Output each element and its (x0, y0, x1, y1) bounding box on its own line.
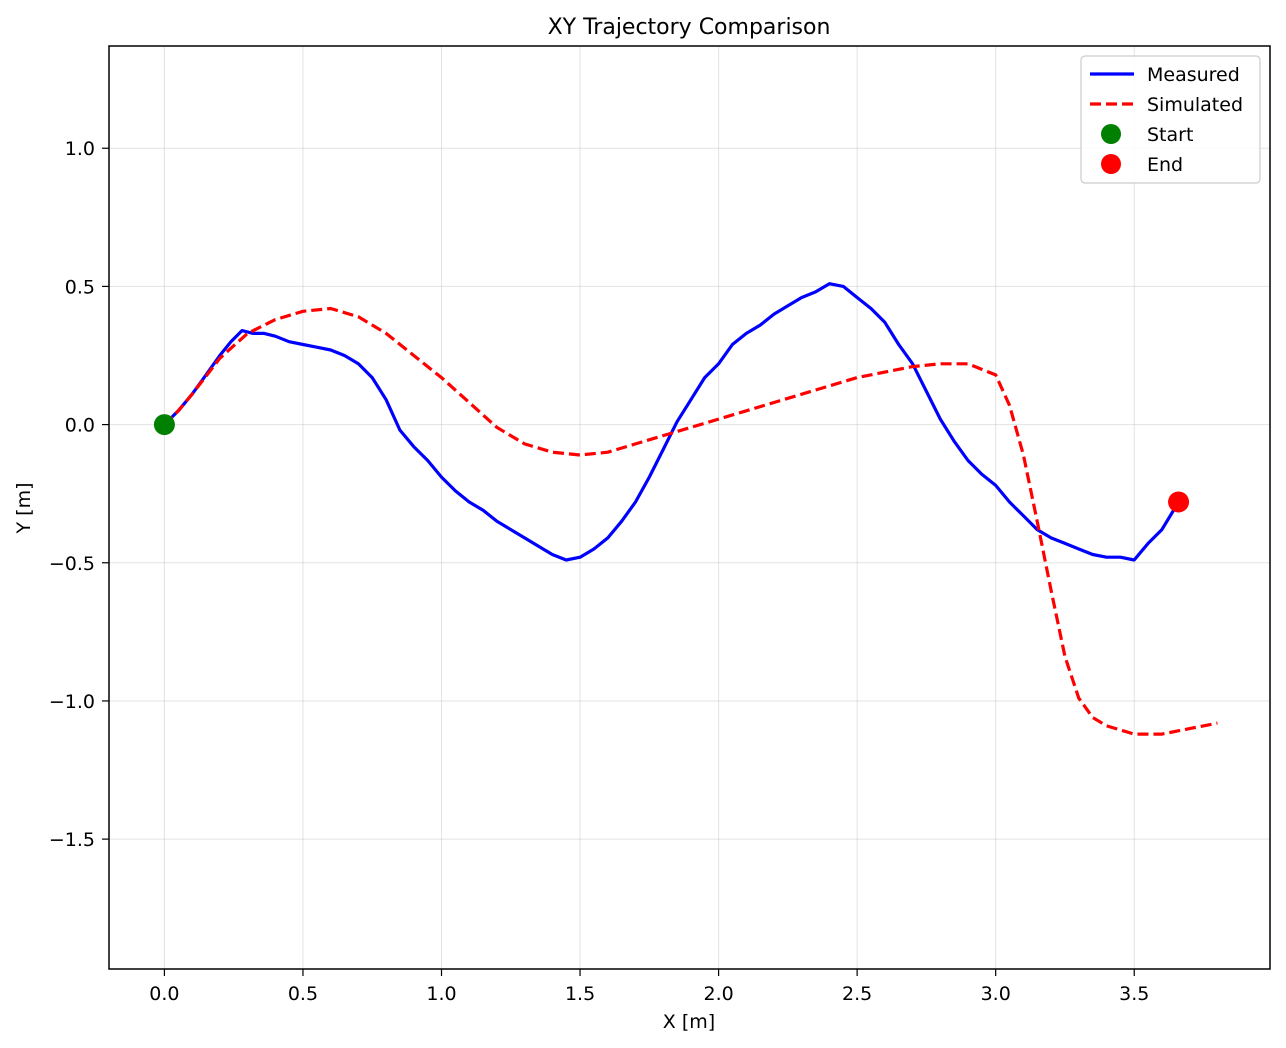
chart-title: XY Trajectory Comparison (548, 15, 831, 40)
legend-box (1080, 55, 1261, 184)
marker-layer (153, 414, 1190, 513)
y-tick-label: 1.0 (65, 138, 95, 160)
y-tick-label: 0.5 (65, 276, 95, 298)
series-line-measured (162, 282, 1181, 562)
legend-start-marker (1101, 124, 1121, 144)
tick-layer: 0.0 0.5 1.0 1.5 2.0 2.5 3.0 3.5 1.0 0.5 0.0 −0.5 −1.… (49, 138, 1149, 1005)
legend-start-label: Start (1147, 124, 1193, 146)
x-axis-label: X [m] (663, 1011, 715, 1033)
x-tick-label: 1.5 (565, 983, 595, 1005)
x-tick-label: 0.0 (149, 983, 179, 1005)
grid-layer (109, 46, 1270, 969)
legend: Measured Simulated Start End (1080, 55, 1261, 184)
y-tick-label: −1.0 (49, 691, 95, 713)
marker-end (1168, 491, 1190, 513)
legend-end-marker (1101, 154, 1121, 174)
x-tick-label: 2.0 (703, 983, 733, 1005)
x-tick-label: 1.0 (426, 983, 456, 1005)
y-tick-label: −0.5 (49, 553, 95, 575)
y-tick-label: −1.5 (49, 829, 95, 851)
legend-end-label: End (1147, 154, 1183, 176)
plot-frame (108, 45, 1271, 970)
y-tick-label: 0.0 (65, 415, 95, 437)
x-tick-label: 2.5 (842, 983, 872, 1005)
legend-measured-label: Measured (1147, 64, 1240, 86)
x-tick-label: 3.0 (981, 983, 1011, 1005)
x-tick-label: 0.5 (288, 983, 318, 1005)
series-line-simulated (163, 306, 1218, 736)
legend-simulated-label: Simulated (1147, 94, 1243, 116)
y-axis-label: Y [m] (13, 483, 35, 535)
series-layer (162, 282, 1218, 736)
x-tick-label: 3.5 (1119, 983, 1149, 1005)
marker-start (153, 414, 175, 436)
